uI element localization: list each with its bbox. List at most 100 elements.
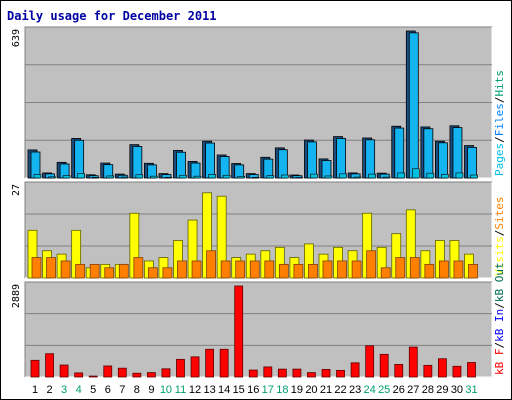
x-tick-label: 6 <box>105 384 111 396</box>
bar-files <box>365 139 376 179</box>
bar-kb-f <box>234 285 244 378</box>
bar-pages <box>324 175 333 179</box>
legend-entry: kB Out <box>493 262 506 302</box>
bar-sites <box>278 263 289 279</box>
bar-sites <box>337 260 347 279</box>
x-tick-label: 22 <box>334 384 346 396</box>
bar-kb-f <box>74 372 84 378</box>
bar-kb-f <box>161 368 171 378</box>
bar-pages <box>441 174 449 179</box>
bar-sites <box>322 260 333 279</box>
bar-sites <box>424 263 435 279</box>
legend-entry: / <box>493 136 506 143</box>
bar-files <box>423 128 434 179</box>
bar-kb-f <box>146 372 156 378</box>
bar-pages <box>426 172 435 179</box>
max-label-visits-sites: 27 <box>11 184 22 196</box>
bar-pages <box>455 172 464 179</box>
x-tick-label: 7 <box>119 384 125 396</box>
bar-pages <box>368 173 376 179</box>
legend-hits-files-pages: Pages/Files/Hits <box>493 70 506 176</box>
x-tick-label: 9 <box>148 384 154 396</box>
x-tick-label: 25 <box>378 384 390 396</box>
bar-pages <box>310 173 318 179</box>
bar-kb-f <box>45 353 54 378</box>
bar-pages <box>77 173 85 179</box>
legend-entry: / <box>493 97 506 104</box>
legend-entry: Files <box>493 103 506 136</box>
bar-kb-f <box>394 364 404 378</box>
bar-sites <box>453 260 464 279</box>
bar-files <box>219 156 230 179</box>
bar-kb-f <box>248 369 258 378</box>
x-tick-label: 20 <box>305 384 317 396</box>
bar-kb-f <box>117 367 127 378</box>
chart-title: Daily usage for December 2011 <box>7 9 217 23</box>
legend-entry: Hits <box>493 70 506 97</box>
x-tick-label: 3 <box>61 384 67 396</box>
bar-kb-f <box>277 368 287 378</box>
bar-kb-f <box>452 365 462 378</box>
bar-pages <box>251 177 260 179</box>
bar-pages <box>411 168 420 179</box>
x-tick-label: 11 <box>175 384 186 396</box>
bar-kb-f <box>336 369 345 378</box>
x-tick-label: 1 <box>32 384 38 396</box>
bar-files <box>234 164 245 179</box>
bar-pages <box>382 176 391 179</box>
bar-files <box>132 146 143 179</box>
x-tick-label: 28 <box>422 384 434 396</box>
bar-pages <box>48 176 56 179</box>
x-tick-label: 10 <box>160 384 172 396</box>
x-tick-label: 27 <box>407 384 419 396</box>
bar-files <box>452 127 463 179</box>
bar-pages <box>179 174 187 179</box>
bar-pages <box>121 176 129 179</box>
bar-sites <box>177 260 187 279</box>
bar-files <box>263 158 274 179</box>
x-tick-label: 21 <box>320 384 332 396</box>
x-tick-label: 18 <box>276 384 288 396</box>
legend-entry: Sites <box>493 197 506 230</box>
x-tick-label: 5 <box>90 384 96 396</box>
bar-sites <box>162 267 173 279</box>
bar-pages <box>164 177 173 179</box>
bar-kb-f <box>408 346 418 378</box>
legend-entry: / <box>493 230 506 237</box>
bar-sites <box>468 263 478 279</box>
bar-sites <box>60 260 71 279</box>
x-tick-label: 15 <box>233 384 245 396</box>
x-tick-label: 2 <box>46 384 52 396</box>
x-tick-label: 29 <box>436 384 448 396</box>
bar-kb-f <box>437 358 447 378</box>
bar-sites <box>46 257 56 279</box>
bar-files <box>30 151 41 179</box>
bar-sites <box>264 260 275 279</box>
x-tick-label: 8 <box>134 384 140 396</box>
bar-kb-f <box>307 372 316 378</box>
bar-sites <box>308 263 318 279</box>
bar-sites <box>380 267 391 279</box>
bar-files <box>176 151 186 179</box>
bar-pages <box>208 174 216 179</box>
bar-pages <box>222 174 231 179</box>
bar-sites <box>191 260 202 279</box>
bar-sites <box>31 257 42 279</box>
x-tick-label: 17 <box>262 384 274 396</box>
bar-sites <box>351 260 362 279</box>
bar-pages <box>281 174 289 179</box>
bar-files <box>205 142 216 179</box>
x-tick-label: 4 <box>76 384 82 396</box>
bar-kb-f <box>103 365 113 378</box>
bar-sites <box>147 267 158 279</box>
bar-pages <box>91 177 100 179</box>
x-tick-label: 26 <box>393 384 405 396</box>
bar-pages <box>33 174 42 179</box>
x-tick-label: 23 <box>349 384 361 396</box>
bar-sites <box>89 263 100 279</box>
bar-pages <box>150 175 158 179</box>
bar-sites <box>366 250 377 279</box>
bar-kb-f <box>423 364 433 378</box>
legend-kbytes: kB F/kB In/kB Out <box>493 262 506 375</box>
